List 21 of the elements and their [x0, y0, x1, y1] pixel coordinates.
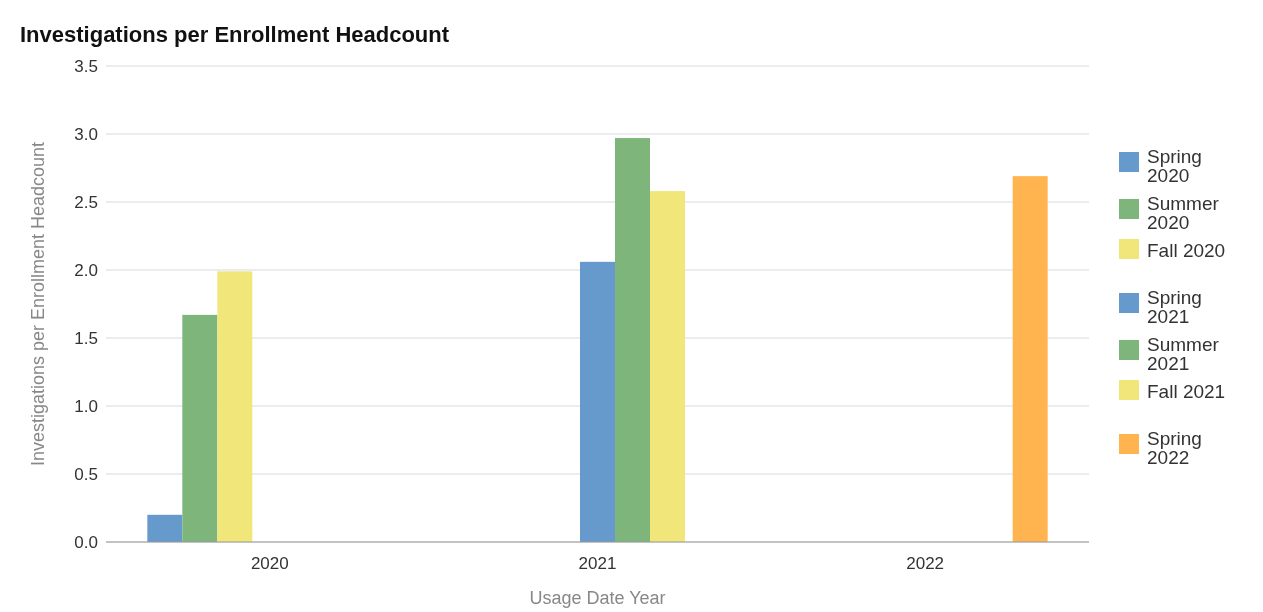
chart-title: Investigations per Enrollment Headcount	[20, 22, 450, 47]
y-tick-label: 2.0	[74, 260, 98, 280]
y-tick-label: 1.5	[74, 328, 98, 348]
y-tick-label: 0.0	[74, 532, 98, 552]
y-tick-label: 1.0	[74, 396, 98, 416]
legend-label: Fall 2020	[1147, 240, 1226, 262]
legend-label: Spring 2021	[1147, 287, 1202, 328]
legend-label: Spring 2020	[1147, 146, 1202, 187]
x-tick-label: 2020	[250, 554, 289, 573]
y-tick-label: 3.5	[74, 56, 98, 76]
legend-label: Summer 2020	[1147, 193, 1220, 234]
x-tick-label: 2022	[906, 554, 945, 573]
legend-label: Spring 2022	[1147, 428, 1202, 469]
y-tick-label: 2.5	[74, 192, 98, 212]
legend-label: Fall 2021	[1147, 381, 1226, 403]
x-axis-title: Usage Date Year	[529, 588, 666, 608]
y-tick-label: 0.5	[74, 464, 98, 484]
legend-label: Summer 2021	[1147, 334, 1220, 375]
y-tick-label: 3.0	[74, 124, 98, 144]
y-axis-title: Investigations per Enrollment Headcount	[28, 141, 48, 467]
x-tick-label: 2021	[578, 554, 617, 573]
